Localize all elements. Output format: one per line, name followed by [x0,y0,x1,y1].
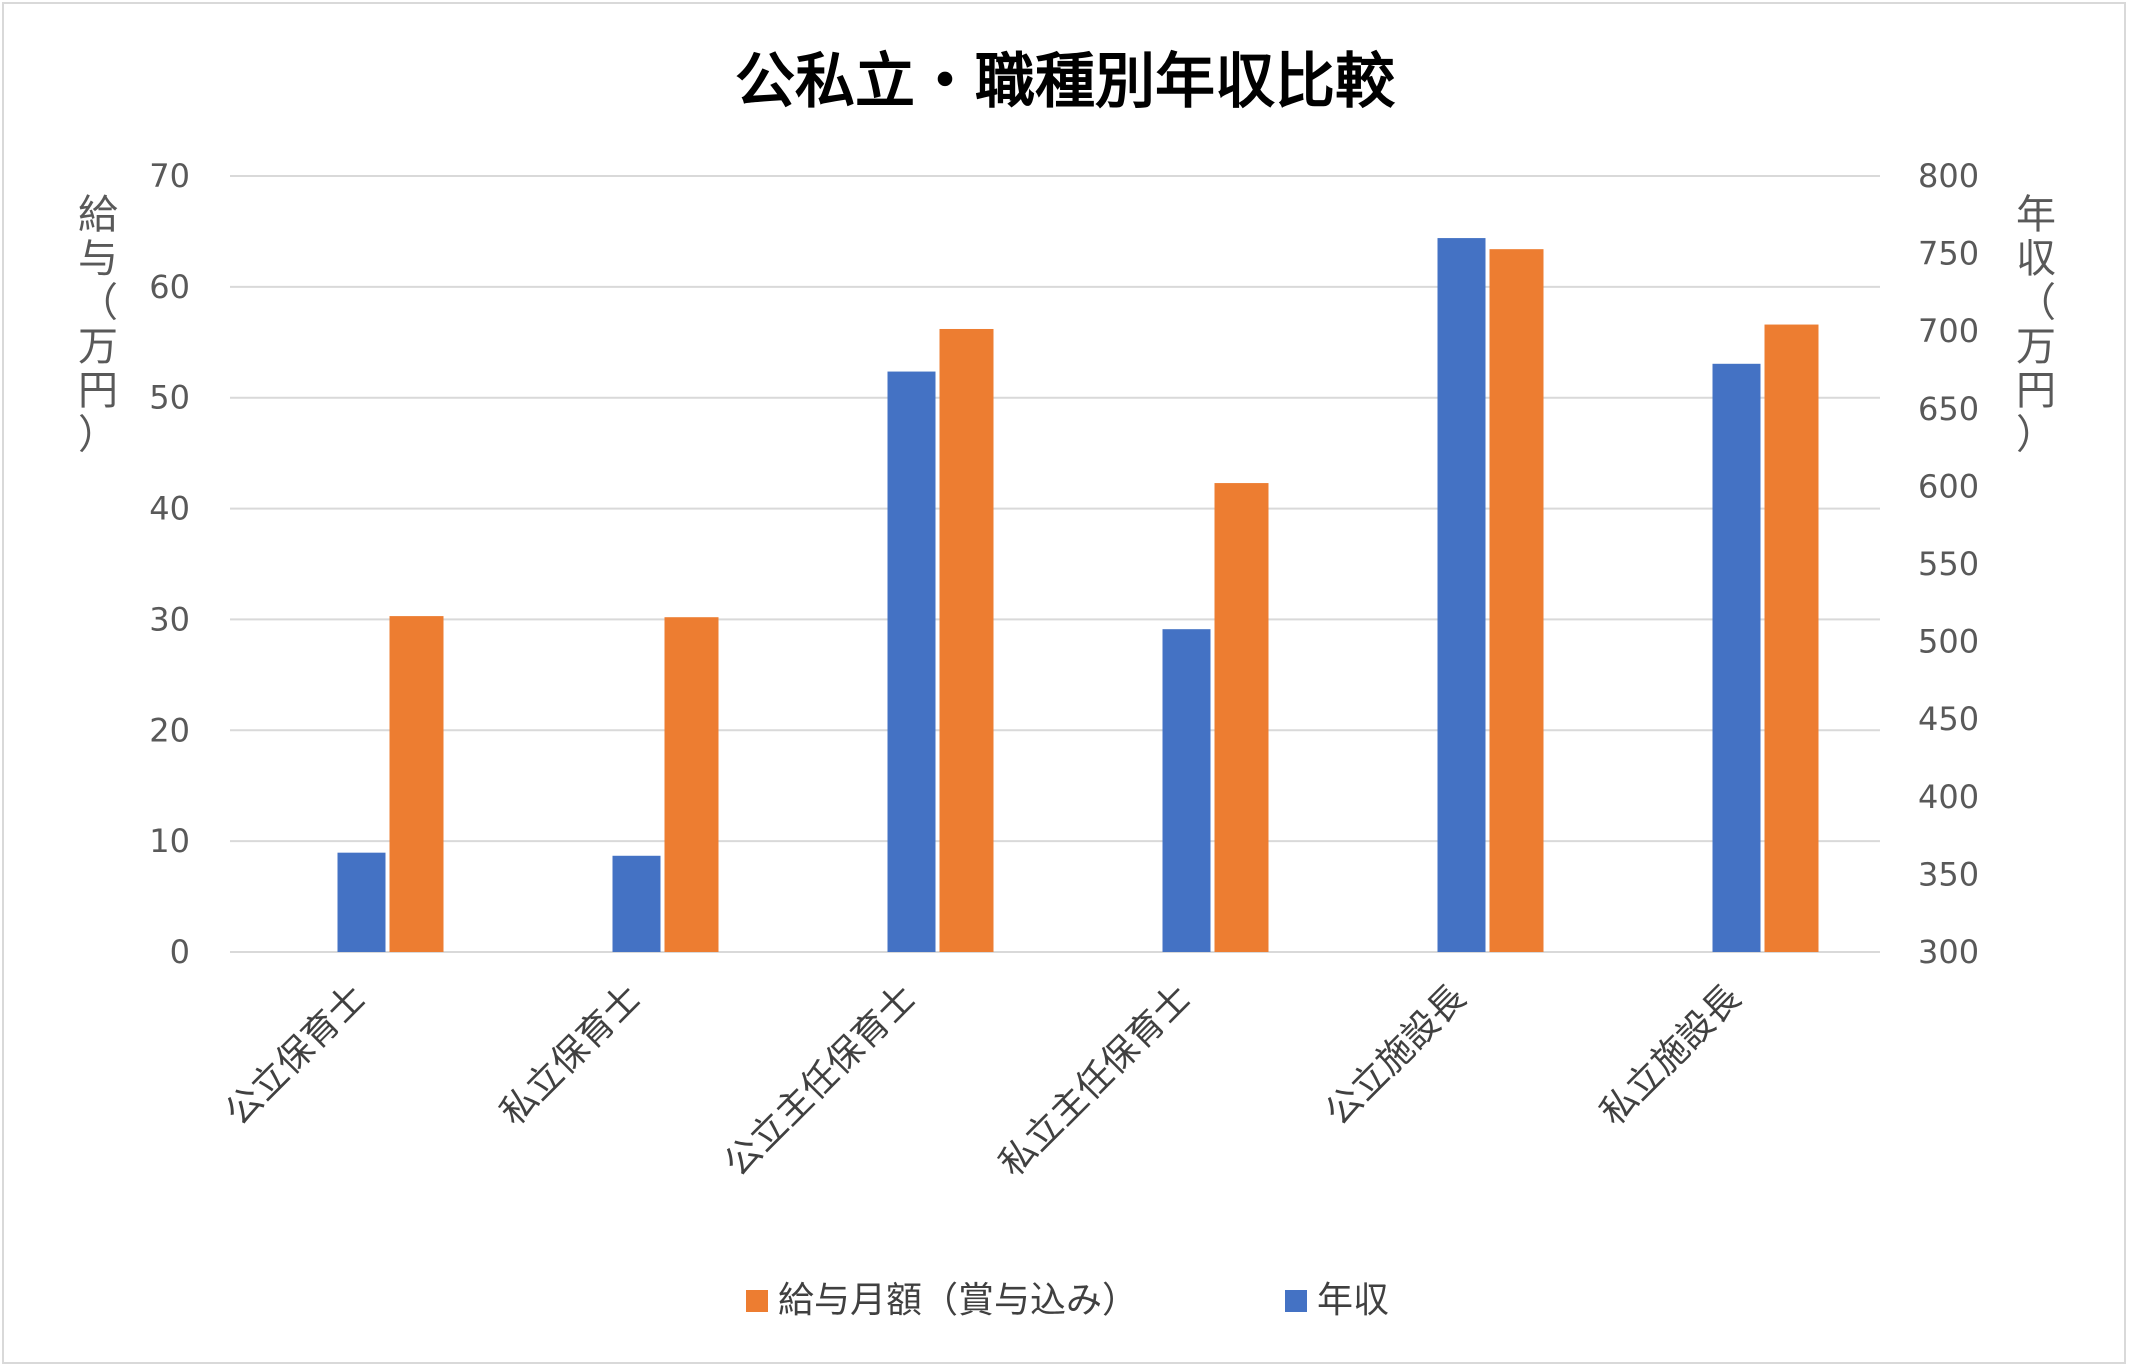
legend-swatch [1285,1290,1307,1312]
left-axis-title-char: 万 [78,324,118,370]
right-tick-label: 750 [1918,235,1979,273]
right-tick-label: 800 [1918,157,1979,195]
legend: 給与月額（賞与込み） 年収 [746,1280,1389,1321]
bar-kyuyo [664,617,719,952]
bars [337,238,1819,952]
bar-nenshu [612,855,661,952]
bar-nenshu [1437,238,1486,952]
category-label: 私立保育士 [493,977,649,1133]
left-tick-label: 40 [149,490,190,528]
right-axis-title-char: 収 [2016,236,2056,282]
category-label: 公立保育士 [218,977,374,1133]
right-axis-title-char: 年 [2016,192,2056,238]
legend-label: 給与月額（賞与込み） [778,1280,1138,1321]
left-tick-label: 20 [149,711,190,749]
left-axis-title: 給与（万円） [78,192,118,458]
left-axis-title-char: 給 [78,192,118,238]
bar-nenshu [1162,629,1211,952]
category-label: 公立施設長 [1318,977,1474,1133]
bar-nenshu [1712,363,1761,952]
left-tick-label: 0 [170,933,190,971]
right-axis-title-char: ） [2016,412,2056,458]
category-label: 公立主任保育士 [717,977,924,1184]
category-labels: 公立保育士 私立保育士 公立主任保育士 私立主任保育士 公立施設長 私立施設長 [218,977,1749,1184]
right-tick-label: 450 [1918,700,1979,738]
bar-nenshu [887,371,936,952]
right-tick-label: 350 [1918,855,1979,893]
chart-title: 公私立・職種別年収比較 [735,47,1396,117]
left-tick-label: 60 [149,268,190,306]
left-tick-label: 50 [149,379,190,417]
bar-nenshu [337,852,386,952]
right-axis-title-char: 万 [2016,324,2056,370]
right-axis-title-char: 円 [2016,368,2056,414]
bar-kyuyo [1489,249,1544,952]
right-axis-title: 年収（万円） [2016,192,2056,458]
bar-kyuyo [1764,324,1819,952]
left-axis-title-char: （ [78,280,118,326]
bar-kyuyo [939,328,994,952]
left-axis-title-char: 与 [78,236,118,282]
right-tick-label: 400 [1918,778,1979,816]
left-tick-label: 10 [149,822,190,860]
left-tick-label: 30 [149,600,190,638]
left-axis-title-char: 円 [78,368,118,414]
right-tick-label: 300 [1918,933,1979,971]
right-tick-label: 650 [1918,390,1979,428]
right-tick-label: 550 [1918,545,1979,583]
right-tick-label: 500 [1918,623,1979,661]
left-axis-title-char: ） [78,412,118,458]
left-axis-ticks: 0 10 20 30 40 50 60 70 [149,157,190,971]
gridlines [230,175,1880,953]
right-tick-label: 600 [1918,467,1979,505]
right-axis-ticks: 300 350 400 450 500 550 600 650 700 750 800 [1918,157,1979,971]
bar-kyuyo [1214,483,1269,952]
category-label: 私立施設長 [1593,977,1749,1133]
legend-label: 年収 [1317,1280,1389,1321]
left-tick-label: 70 [149,157,190,195]
legend-swatch [746,1290,768,1312]
right-tick-label: 700 [1918,312,1979,350]
category-label: 私立主任保育士 [992,977,1199,1184]
bar-kyuyo [389,616,444,952]
right-axis-title-char: （ [2016,280,2056,326]
